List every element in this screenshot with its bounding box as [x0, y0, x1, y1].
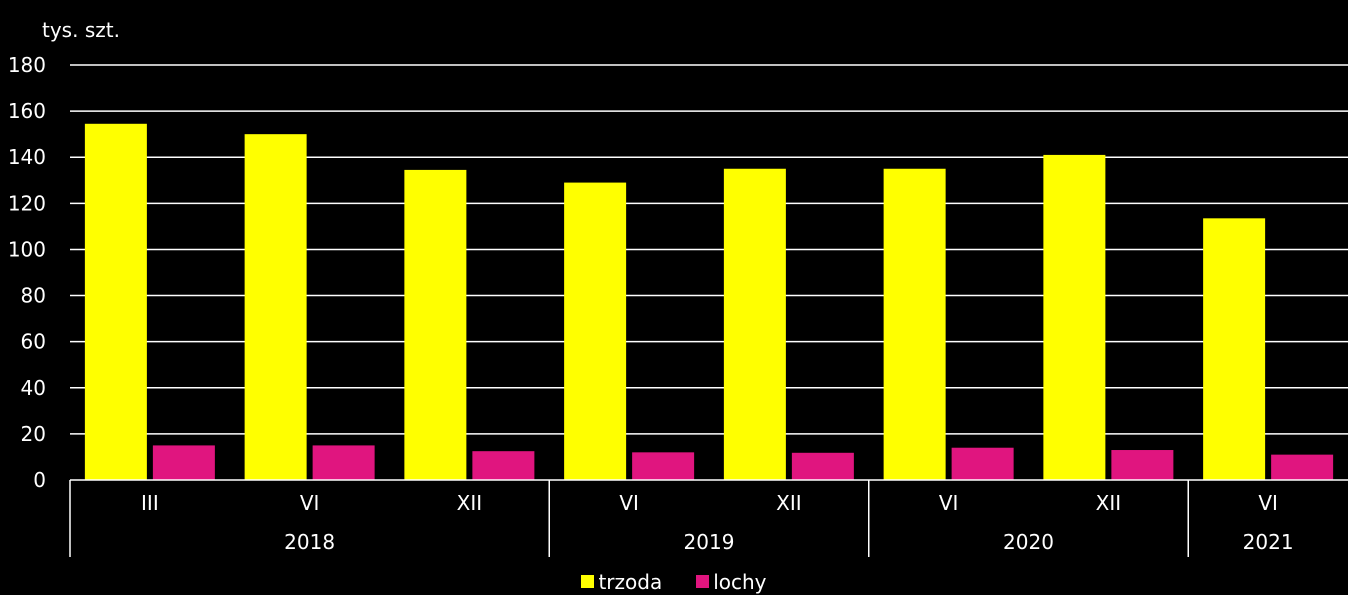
bar-lochy-6: [1111, 450, 1174, 480]
y-tick-label: 180: [8, 53, 46, 77]
bar-trzoda-2: [404, 169, 467, 480]
legend-swatch-lochy: [696, 575, 710, 588]
x-category-label: XII: [776, 491, 802, 515]
x-group-label: 2018: [284, 530, 335, 554]
legend-swatch-trzoda: [581, 575, 595, 588]
x-category-label: XII: [1096, 491, 1122, 515]
y-tick-label: 60: [21, 330, 46, 354]
bar-trzoda-5: [883, 168, 946, 480]
y-tick-label: 0: [33, 468, 46, 492]
x-axis: [69, 479, 1348, 557]
bar-trzoda-7: [1203, 218, 1266, 480]
y-axis-tick-labels: 0 20 40 60 80 100 120 140 160 180: [8, 53, 46, 492]
x-category-label: VI: [1258, 491, 1278, 515]
bar-trzoda-1: [244, 134, 307, 480]
bar-trzoda-3: [564, 182, 627, 481]
legend-label-lochy: lochy: [713, 569, 767, 594]
bar-lochy-7: [1271, 454, 1334, 480]
legend-label-trzoda: trzoda: [598, 569, 663, 594]
legend-item-lochy: lochy: [696, 569, 767, 594]
x-category-label: VI: [939, 491, 959, 515]
y-tick-label: 100: [8, 237, 46, 261]
y-tick-label: 160: [8, 99, 46, 123]
y-tick-label: 120: [8, 191, 46, 215]
legend: trzoda lochy: [0, 568, 1348, 595]
x-axis-labels: III VI XII VI XII VI XII VI 2018 2019 2020 2021: [141, 491, 1294, 554]
y-tick-label: 40: [21, 376, 46, 400]
bar-lochy-1: [312, 445, 375, 480]
x-category-label: VI: [300, 491, 320, 515]
bar-chart: tys. szt. 0 20 40 60 80 100 120 140 160 180 III VI…: [8, 18, 1348, 557]
x-group-label: 2020: [1003, 530, 1054, 554]
x-group-label: 2021: [1243, 530, 1294, 554]
bar-lochy-4: [791, 452, 854, 480]
x-category-label: III: [141, 491, 159, 515]
legend-item-trzoda: trzoda: [581, 570, 662, 594]
bar-lochy-2: [472, 451, 535, 480]
y-tick-label: 140: [8, 145, 46, 169]
bars: [84, 123, 1334, 481]
y-tick-label: 20: [21, 422, 46, 446]
y-tick-label: 80: [21, 284, 46, 308]
bar-lochy-0: [152, 445, 215, 480]
bar-lochy-3: [632, 452, 695, 480]
bar-trzoda-0: [84, 123, 147, 481]
bar-trzoda-6: [1043, 154, 1106, 480]
y-unit-label: tys. szt.: [42, 18, 120, 42]
bar-trzoda-4: [723, 168, 786, 480]
x-category-label: VI: [619, 491, 639, 515]
x-category-label: XII: [457, 491, 483, 515]
bar-lochy-5: [951, 447, 1014, 480]
x-group-label: 2019: [684, 530, 735, 554]
